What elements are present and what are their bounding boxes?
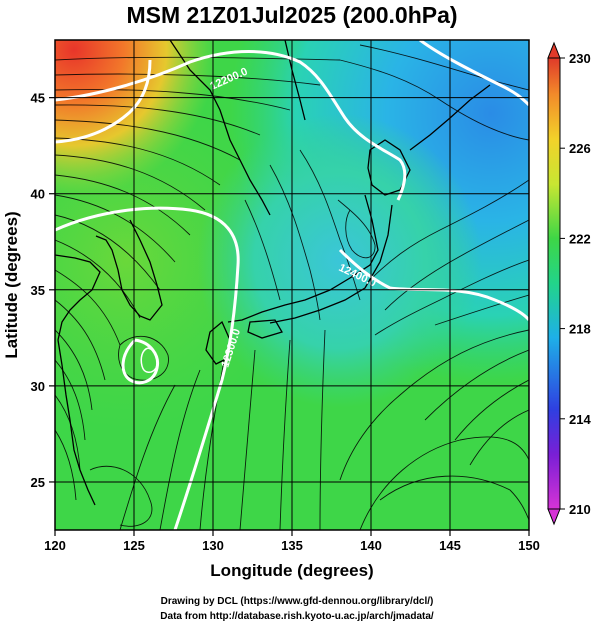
coastline-shikoku xyxy=(247,319,283,339)
streamline xyxy=(159,369,201,530)
streamline xyxy=(454,379,529,441)
y-tick-label: 25 xyxy=(31,475,45,490)
streamline xyxy=(55,429,77,501)
streamline xyxy=(359,436,529,530)
streamline xyxy=(55,174,191,236)
streamline xyxy=(55,214,161,291)
y-tick-label: 45 xyxy=(31,91,45,106)
x-tick-label: 130 xyxy=(202,538,224,553)
grid-lines xyxy=(55,40,529,530)
streamline xyxy=(119,384,176,530)
streamline xyxy=(374,259,529,336)
streamline xyxy=(55,89,291,111)
streamline xyxy=(299,149,361,301)
colorbar-tick-label: 230 xyxy=(569,51,591,66)
colorbar-extend-top xyxy=(547,41,561,59)
streamline xyxy=(55,119,241,161)
streamline xyxy=(469,409,529,466)
y-axis: 25 30 35 40 45 xyxy=(31,91,55,490)
streamline xyxy=(55,329,93,411)
streamline xyxy=(55,359,86,441)
streamline xyxy=(319,329,326,530)
streamline xyxy=(55,104,261,136)
x-tick-label: 140 xyxy=(360,538,382,553)
colorbar-body xyxy=(547,57,561,510)
streamline xyxy=(384,219,529,311)
colorbar-tick-label: 218 xyxy=(569,322,591,337)
streamline xyxy=(118,335,169,381)
chart-title: MSM 21Z01Jul2025 (200.0hPa) xyxy=(126,2,457,28)
x-tick-label: 135 xyxy=(281,538,303,553)
x-tick-label: 145 xyxy=(439,538,461,553)
credit-data: Data from http://database.rish.kyoto-u.a… xyxy=(160,611,434,622)
y-tick-label: 40 xyxy=(31,187,45,202)
map-plot-area: 12200.0 12400.0 12300.0 xyxy=(55,40,529,530)
streamline xyxy=(337,199,376,259)
x-tick-label: 125 xyxy=(123,538,145,553)
streamline xyxy=(55,299,106,381)
streamline xyxy=(269,164,321,321)
colorbar: 210 214 218 222 226 230 xyxy=(547,41,591,526)
coastline-sakhalin xyxy=(284,40,306,121)
x-axis-title: Longitude (degrees) xyxy=(210,561,373,580)
streamline xyxy=(55,56,341,61)
coastline-hokkaido xyxy=(367,139,411,196)
x-tick-label: 150 xyxy=(518,538,540,553)
y-tick-label: 30 xyxy=(31,379,45,394)
colorbar-ticks: 210 214 218 222 226 230 xyxy=(560,51,591,517)
coastline-korea xyxy=(95,219,163,321)
y-axis-title: Latitude (degrees) xyxy=(2,211,21,358)
streamline xyxy=(89,465,153,527)
contour-12200 xyxy=(55,50,407,201)
streamline xyxy=(434,294,529,326)
streamline xyxy=(55,269,121,346)
colorbar-tick-label: 226 xyxy=(569,141,591,156)
streamline xyxy=(55,239,141,319)
streamline xyxy=(379,475,529,521)
streamline xyxy=(369,179,529,281)
streamline xyxy=(55,394,81,471)
credit-drawing: Drawing by DCL (https://www.gfd-dennou.o… xyxy=(161,596,434,607)
colorbar-extend-bottom xyxy=(547,508,561,526)
streamline xyxy=(359,44,529,91)
streamlines xyxy=(55,44,529,530)
streamline xyxy=(55,194,176,263)
streamline xyxy=(424,349,529,421)
coastline-honshu-pacific xyxy=(269,204,393,324)
contour-12300 xyxy=(55,206,240,530)
streamline xyxy=(339,59,529,141)
y-tick-label: 35 xyxy=(31,283,45,298)
colorbar-tick-label: 210 xyxy=(569,502,591,517)
x-axis: 120 125 130 135 140 145 150 xyxy=(44,530,540,553)
colorbar-tick-label: 214 xyxy=(569,412,591,427)
x-tick-label: 120 xyxy=(44,538,66,553)
streamline xyxy=(279,339,291,530)
colorbar-tick-label: 222 xyxy=(569,231,591,246)
streamline xyxy=(199,354,226,530)
contour-12200-ne xyxy=(419,40,529,107)
streamline xyxy=(239,349,256,530)
contour-low-ring-inner xyxy=(140,347,159,373)
streamline xyxy=(339,329,529,481)
contour-12200-upper xyxy=(55,59,152,144)
